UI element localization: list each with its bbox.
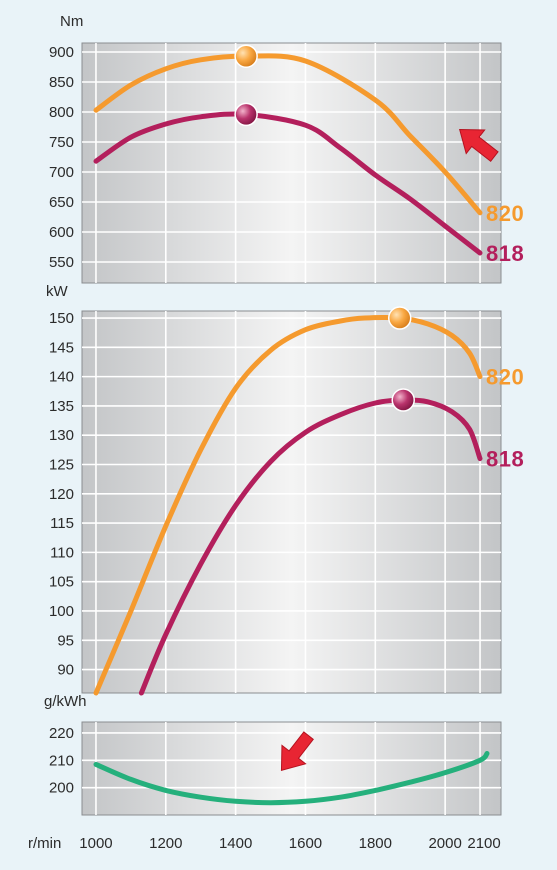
power-ytick-130: 130 xyxy=(49,427,74,444)
consumption-xtick-1400: 1400 xyxy=(219,835,252,852)
torque-ytick-600: 600 xyxy=(49,224,74,241)
consumption-xaxis-label: r/min xyxy=(28,835,61,852)
power-unit-label: kW xyxy=(46,283,69,300)
power-series-label-818: 818 xyxy=(486,447,524,472)
power-series-label-820: 820 xyxy=(486,365,524,390)
consumption-decrease-arrow xyxy=(280,731,314,771)
power-ytick-120: 120 xyxy=(49,486,74,503)
power-ytick-115: 115 xyxy=(50,515,74,532)
torque-increase-arrow-shape xyxy=(459,128,499,162)
power-ytick-110: 110 xyxy=(50,544,74,561)
power-ytick-135: 135 xyxy=(49,398,74,415)
torque-ytick-750: 750 xyxy=(49,134,74,151)
power-ytick-95: 95 xyxy=(57,632,74,649)
power-ytick-145: 145 xyxy=(49,339,74,356)
power-plot-area xyxy=(81,310,502,694)
consumption-plot-area xyxy=(81,721,502,816)
consumption-decrease-arrow-shape xyxy=(280,731,314,771)
consumption-xtick-1200: 1200 xyxy=(149,835,182,852)
torque-line-818 xyxy=(93,111,483,256)
consumption-ytick-210: 210 xyxy=(49,752,74,769)
torque-peak-marker-820 xyxy=(234,44,258,68)
torque-ytick-550: 550 xyxy=(49,254,74,271)
consumption-xtick-2100: 2100 xyxy=(467,835,500,852)
consumption-line-series-0 xyxy=(93,751,490,806)
consumption-ytick-220: 220 xyxy=(49,725,74,742)
torque-ytick-650: 650 xyxy=(49,194,74,211)
power-ytick-125: 125 xyxy=(49,457,74,474)
power-ytick-100: 100 xyxy=(49,603,74,620)
consumption-xtick-2000: 2000 xyxy=(428,835,461,852)
consumption-xtick-1000: 1000 xyxy=(79,835,112,852)
torque-ytick-850: 850 xyxy=(49,74,74,91)
power-peak-marker-820 xyxy=(387,306,412,330)
torque-plot-area xyxy=(81,42,502,284)
torque-ytick-700: 700 xyxy=(49,164,74,181)
torque-ytick-800: 800 xyxy=(49,104,74,121)
torque-series-label-820: 820 xyxy=(486,201,524,226)
torque-ytick-900: 900 xyxy=(49,44,74,61)
power-line-818 xyxy=(138,397,483,696)
torque-peak-marker-818 xyxy=(234,102,258,127)
torque-increase-arrow xyxy=(459,128,499,162)
power-peak-marker-818 xyxy=(391,388,415,412)
torque-line-820 xyxy=(93,53,483,216)
power-ytick-105: 105 xyxy=(49,574,74,591)
power-line-820 xyxy=(93,314,483,696)
consumption-xtick-1600: 1600 xyxy=(289,835,322,852)
consumption-unit-label: g/kWh xyxy=(44,693,87,710)
power-ytick-140: 140 xyxy=(49,369,74,386)
consumption-xtick-1800: 1800 xyxy=(359,835,392,852)
power-ytick-90: 90 xyxy=(57,662,74,679)
power-ytick-150: 150 xyxy=(49,310,74,327)
torque-unit-label: Nm xyxy=(60,13,83,30)
torque-series-label-818: 818 xyxy=(486,241,524,266)
consumption-ytick-200: 200 xyxy=(49,780,74,797)
